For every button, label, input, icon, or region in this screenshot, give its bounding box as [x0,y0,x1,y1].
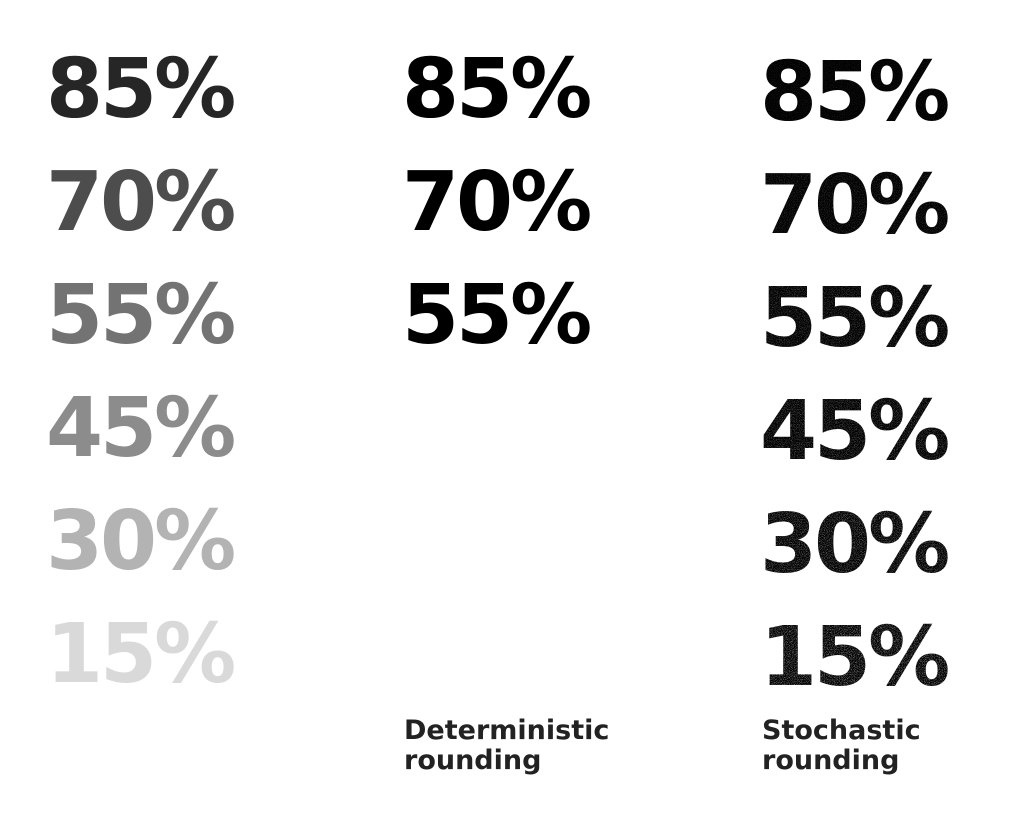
stochastic-noise-55 [760,276,949,356]
original-label-15: 15% [46,607,236,702]
stochastic-caption-line2: rounding [762,745,900,776]
stochastic-caption-line1: Stochastic [762,715,921,746]
stochastic-noise-70 [760,163,949,243]
stochastic-noise-45 [760,389,949,469]
original-label-55: 55% [46,268,236,363]
stochastic-noise-15 [760,615,949,695]
deterministic-label-55: 55% [402,268,592,363]
deterministic-label-70: 70% [402,155,592,250]
stochastic-noise-30 [760,502,949,582]
deterministic-caption-line2: rounding [404,745,542,776]
stochastic-caption: Stochastic rounding [762,716,921,776]
deterministic-column: 85% 70% 55% [402,40,662,379]
original-column: 85% 70% 55% 45% 30% 15% [46,40,306,718]
deterministic-caption: Deterministic rounding [404,716,609,776]
original-label-45: 45% [46,381,236,476]
stochastic-column: 85%70%55%45%30%15% 85%70%55%45%30%15% [760,45,951,705]
original-label-85: 85% [46,42,236,137]
original-label-70: 70% [46,155,236,250]
original-label-30: 30% [46,494,236,589]
stochastic-noise-85 [760,50,949,130]
deterministic-caption-line1: Deterministic [404,715,610,746]
deterministic-label-85: 85% [402,42,592,137]
